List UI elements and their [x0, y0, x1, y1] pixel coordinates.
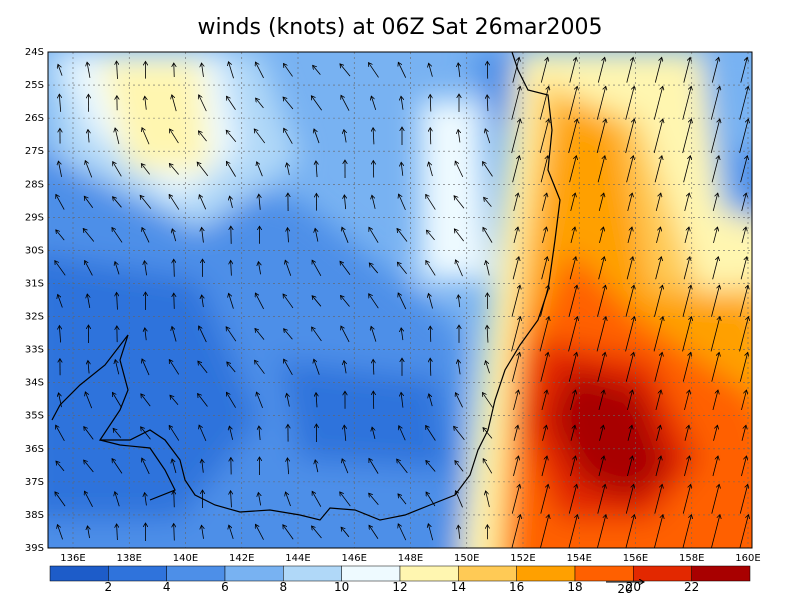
wind-arrow [174, 491, 175, 508]
lat-label: 39S [25, 543, 44, 554]
lat-label: 25S [25, 80, 44, 91]
lat-label: 34S [25, 378, 44, 389]
lon-label: 140E [173, 553, 198, 564]
colorbar-label: 2 [105, 580, 113, 594]
lat-label: 30S [25, 245, 44, 256]
lon-label: 136E [60, 553, 85, 564]
colorbar-label: 6 [221, 580, 229, 594]
field-region [730, 150, 800, 220]
colorbar-swatch [400, 566, 458, 581]
map-title: winds (knots) at 06Z Sat 26mar2005 [197, 15, 602, 40]
colorbar-label: 8 [280, 580, 288, 594]
lat-label: 26S [25, 113, 44, 124]
colorbar-swatch [342, 566, 400, 581]
lon-label: 150E [454, 553, 479, 564]
colorbar-label: 14 [451, 580, 466, 594]
lon-label: 154E [567, 553, 592, 564]
lat-label: 37S [25, 477, 44, 488]
lon-label: 158E [679, 553, 704, 564]
lat-label: 31S [25, 278, 44, 289]
lat-label: 33S [25, 345, 44, 356]
colorbar: 2 4 6 8 10 12 14 16 18 20 22 [50, 566, 750, 594]
lat-label: 24S [25, 47, 44, 58]
lat-label: 27S [25, 146, 44, 157]
wind-arrow [430, 326, 431, 342]
lat-label: 28S [25, 179, 44, 190]
reference-vector-label: 20 [617, 582, 632, 596]
colorbar-label: 22 [684, 580, 699, 594]
lon-label: 144E [285, 553, 310, 564]
colorbar-label: 16 [509, 580, 524, 594]
lon-label: 152E [510, 553, 535, 564]
lon-label: 142E [229, 553, 254, 564]
colorbar-label: 10 [334, 580, 349, 594]
colorbar-swatch [108, 566, 166, 581]
lon-label: 148E [398, 553, 423, 564]
colorbar-label: 12 [392, 580, 407, 594]
colorbar-swatch [167, 566, 225, 581]
wind-arrow [430, 128, 431, 145]
colorbar-label: 18 [567, 580, 582, 594]
field-region [420, 100, 490, 280]
lat-label: 36S [25, 444, 44, 455]
colorbar-swatch [633, 566, 691, 581]
lon-label: 138E [117, 553, 142, 564]
wind-arrow [174, 293, 175, 309]
colorbar-label: 4 [163, 580, 171, 594]
lat-label: 29S [25, 212, 44, 223]
lat-label: 32S [25, 312, 44, 323]
colorbar-swatch [517, 566, 575, 581]
lon-label: 146E [342, 553, 367, 564]
lon-label: 156E [623, 553, 648, 564]
colorbar-swatch [575, 566, 633, 581]
lat-label: 35S [25, 411, 44, 422]
colorbar-swatch [692, 566, 750, 581]
colorbar-swatch [458, 566, 516, 581]
colorbar-swatch [283, 566, 341, 581]
colorbar-swatch [225, 566, 283, 581]
lon-label: 160E [735, 553, 760, 564]
lat-label: 38S [25, 510, 44, 521]
colorbar-swatch [50, 566, 108, 581]
